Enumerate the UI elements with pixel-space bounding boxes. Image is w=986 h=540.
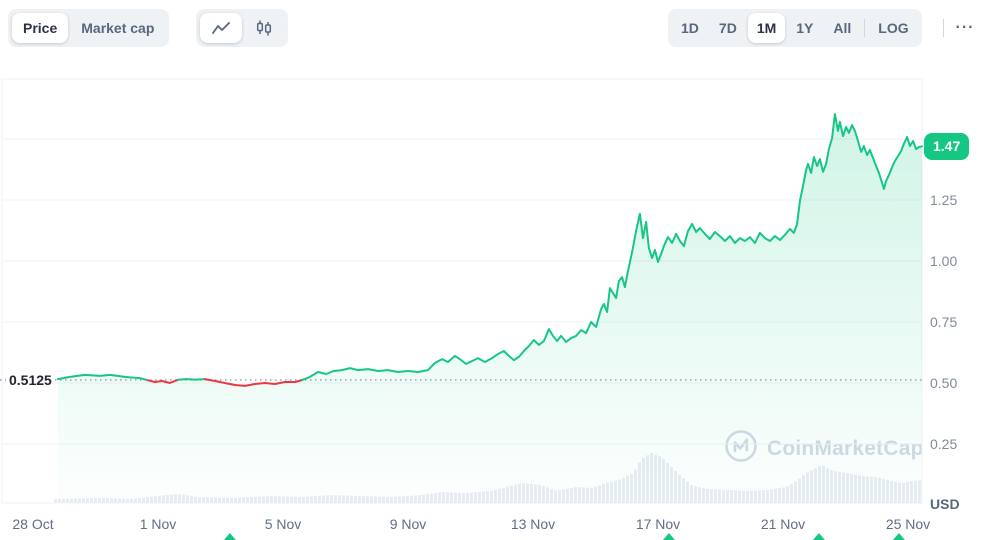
event-marker-icon[interactable] bbox=[662, 533, 675, 540]
price-line-up bbox=[177, 378, 206, 381]
range-button-7d[interactable]: 7D bbox=[710, 13, 746, 43]
range-button-1d[interactable]: 1D bbox=[672, 13, 708, 43]
event-marker-icon[interactable] bbox=[892, 533, 905, 540]
candlestick-icon bbox=[256, 19, 272, 37]
price-line-up bbox=[301, 113, 924, 382]
y-tick-label: 0.25 bbox=[930, 436, 958, 452]
price-line-down bbox=[203, 378, 304, 387]
more-options-button[interactable]: ··· bbox=[944, 9, 986, 47]
divider bbox=[943, 19, 944, 37]
event-marker-icon[interactable] bbox=[223, 533, 236, 540]
line-chart-button[interactable] bbox=[200, 13, 242, 43]
x-tick-label: 1 Nov bbox=[139, 516, 177, 532]
x-tick-label: 25 Nov bbox=[885, 516, 931, 532]
log-scale-button[interactable]: LOG bbox=[869, 13, 917, 43]
divider bbox=[864, 19, 866, 37]
candlestick-button[interactable] bbox=[244, 13, 284, 43]
x-tick-label: 28 Oct bbox=[12, 516, 54, 532]
x-axis: 28 Oct 1 Nov 5 Nov 9 Nov 13 Nov 17 Nov 21 Nov 2… bbox=[0, 514, 986, 536]
y-tick-label: 0.75 bbox=[930, 314, 958, 330]
x-tick-label: 9 Nov bbox=[389, 516, 427, 532]
event-marker-icon[interactable] bbox=[812, 533, 825, 540]
metric-toggle: Price Market cap bbox=[8, 9, 170, 47]
metric-button-market-cap[interactable]: Market cap bbox=[70, 13, 165, 43]
metric-button-price[interactable]: Price bbox=[12, 13, 69, 43]
range-button-1y[interactable]: 1Y bbox=[787, 13, 822, 43]
open-price-label: 0.5125 bbox=[6, 369, 55, 390]
y-tick-label: 0.50 bbox=[930, 375, 958, 391]
line-chart-icon bbox=[212, 21, 230, 35]
y-axis-unit: USD bbox=[930, 496, 960, 512]
price-area-fill bbox=[58, 114, 923, 503]
current-price-badge: 1.47 bbox=[924, 133, 970, 161]
range-button-1m[interactable]: 1M bbox=[747, 13, 786, 43]
price-line-up bbox=[57, 373, 149, 382]
range-toggle: 1D 7D 1M 1Y All LOG bbox=[668, 9, 922, 47]
y-tick-label: 1.00 bbox=[930, 253, 958, 269]
x-tick-label: 21 Nov bbox=[760, 516, 806, 532]
x-tick-label: 13 Nov bbox=[510, 516, 556, 532]
range-button-all[interactable]: All bbox=[824, 13, 860, 43]
x-tick-label: 5 Nov bbox=[264, 516, 302, 532]
volume-bar bbox=[54, 499, 57, 503]
price-line-down bbox=[147, 378, 179, 384]
chart-type-toggle bbox=[196, 9, 288, 47]
x-tick-label: 17 Nov bbox=[635, 516, 681, 532]
y-tick-label: 1.25 bbox=[930, 192, 958, 208]
